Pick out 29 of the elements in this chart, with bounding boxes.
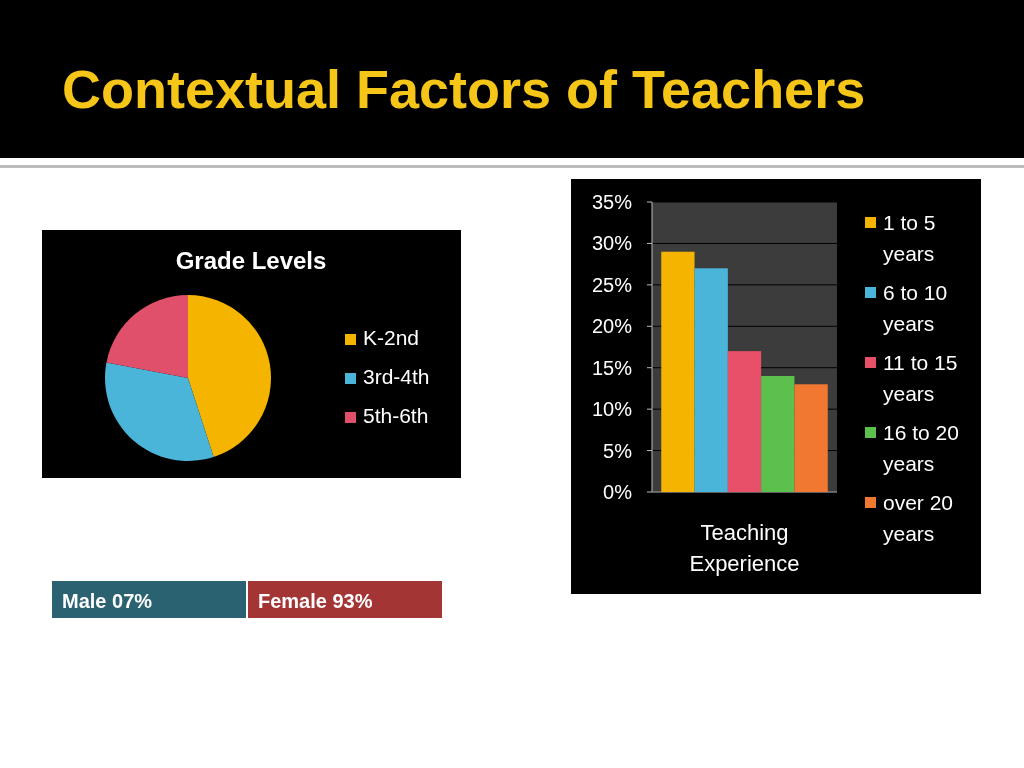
y-tick-label: 25%: [591, 273, 633, 296]
bar: [727, 351, 762, 492]
legend-label: 11 to 15 years: [883, 351, 958, 405]
legend-label: over 20 years: [883, 491, 954, 545]
pie-slice: [106, 295, 188, 378]
pie-slice: [105, 362, 214, 461]
chart-title: Grade Levels: [175, 247, 327, 274]
text: Female 93%: [258, 590, 373, 612]
pie-slice: [188, 295, 271, 457]
y-tick-label: 0%: [603, 481, 633, 503]
y-tick-label: 5%: [603, 439, 633, 462]
legend-label: 5th-6th: [363, 404, 429, 427]
y-tick-label: 20%: [591, 315, 633, 338]
bar: [794, 384, 828, 492]
y-tick-label: 30%: [591, 232, 633, 255]
y-tick-label: 35%: [591, 191, 633, 213]
legend-label: 1 to 5 years: [883, 211, 936, 265]
x-tick-label: Teaching Experience: [689, 520, 800, 576]
legend-label: 6 to 10 years: [883, 281, 948, 335]
bar: [761, 376, 795, 492]
bar: [661, 251, 695, 492]
bar: [694, 268, 728, 492]
legend-label: 3rd-4th: [363, 365, 430, 388]
y-tick-label: 10%: [591, 398, 633, 421]
y-tick-label: 15%: [591, 356, 633, 379]
text: Contextual Factors of Teachers: [62, 59, 866, 119]
text: Male 07%: [62, 590, 153, 612]
legend-label: 16 to 20 years: [883, 421, 959, 475]
legend-label: K-2nd: [363, 326, 420, 349]
